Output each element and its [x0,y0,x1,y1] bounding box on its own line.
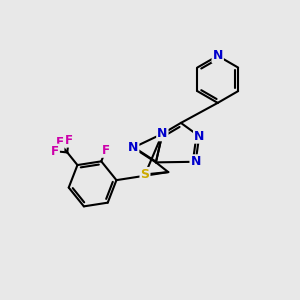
Text: N: N [190,155,201,168]
Text: F: F [101,144,110,157]
Text: F: F [64,134,73,147]
Text: S: S [140,168,149,181]
Text: N: N [128,141,138,154]
Text: F: F [51,145,59,158]
Text: F: F [56,136,64,149]
Text: N: N [157,127,168,140]
Text: N: N [194,130,204,143]
Text: N: N [212,49,223,62]
